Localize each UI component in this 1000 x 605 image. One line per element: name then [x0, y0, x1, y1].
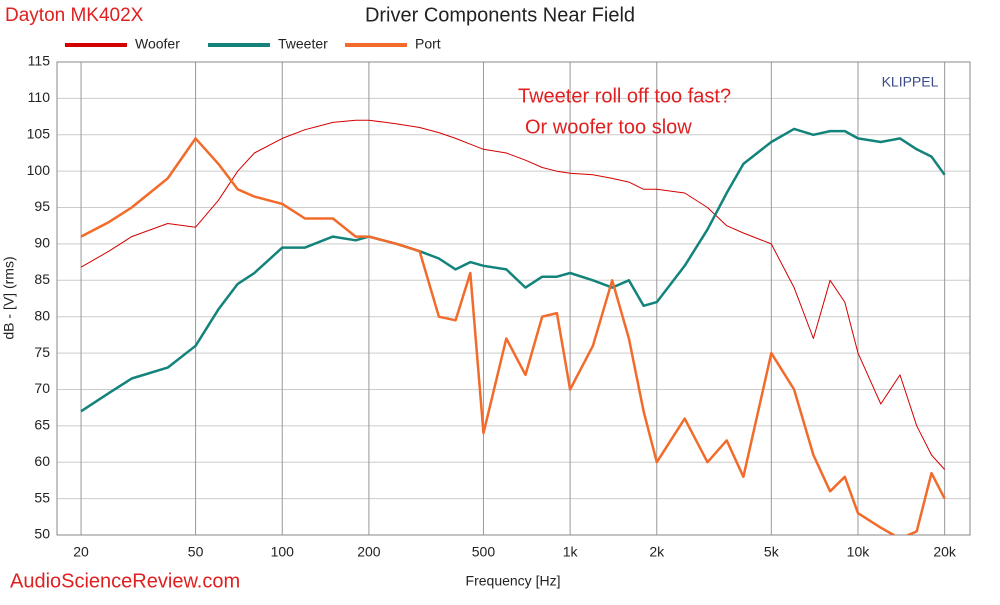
legend-label: Port [415, 36, 441, 52]
chart-title: Driver Components Near Field [365, 4, 635, 26]
y-tick-label: 80 [34, 307, 50, 323]
x-tick-label: 5k [764, 544, 780, 560]
y-tick-label: 55 [34, 489, 50, 505]
klippel-label: KLIPPEL [882, 74, 939, 90]
y-tick-label: 65 [34, 417, 50, 433]
y-tick-label: 90 [34, 235, 50, 251]
y-tick-label: 100 [27, 162, 51, 178]
brand: Dayton MK402X [5, 5, 144, 26]
watermark: AudioScienceReview.com [10, 570, 240, 592]
x-tick-label: 100 [271, 544, 295, 560]
x-tick-label: 2k [649, 544, 665, 560]
y-tick-label: 110 [28, 89, 51, 105]
x-axis-label: Frequency [Hz] [466, 573, 561, 589]
x-tick-label: 20 [73, 544, 89, 560]
y-tick-label: 70 [34, 380, 50, 396]
x-tick-label: 1k [563, 544, 579, 560]
series-line [80, 119, 945, 470]
series-line [80, 127, 946, 413]
annotation: Or woofer too slow [525, 116, 692, 138]
y-tick-label: 95 [34, 198, 50, 214]
y-tick-label: 75 [34, 344, 50, 360]
x-tick-label: 50 [188, 544, 204, 560]
legend-label: Tweeter [278, 36, 328, 52]
series-line [80, 137, 946, 535]
x-tick-label: 10k [847, 544, 871, 560]
y-axis-label: dB - [V] (rms) [1, 256, 17, 339]
y-tick-label: 60 [34, 453, 50, 469]
x-tick-label: 20k [933, 544, 957, 560]
x-tick-label: 500 [472, 544, 496, 560]
annotation: Tweeter roll off too fast? [518, 85, 731, 107]
y-tick-label: 85 [34, 271, 50, 287]
plot-lines [80, 119, 946, 535]
x-tick-label: 200 [357, 544, 381, 560]
legend-label: Woofer [135, 36, 180, 52]
y-tick-label: 115 [28, 53, 51, 69]
y-tick-label: 105 [27, 125, 51, 141]
y-tick-label: 50 [34, 526, 50, 542]
plot-frame [56, 61, 971, 536]
